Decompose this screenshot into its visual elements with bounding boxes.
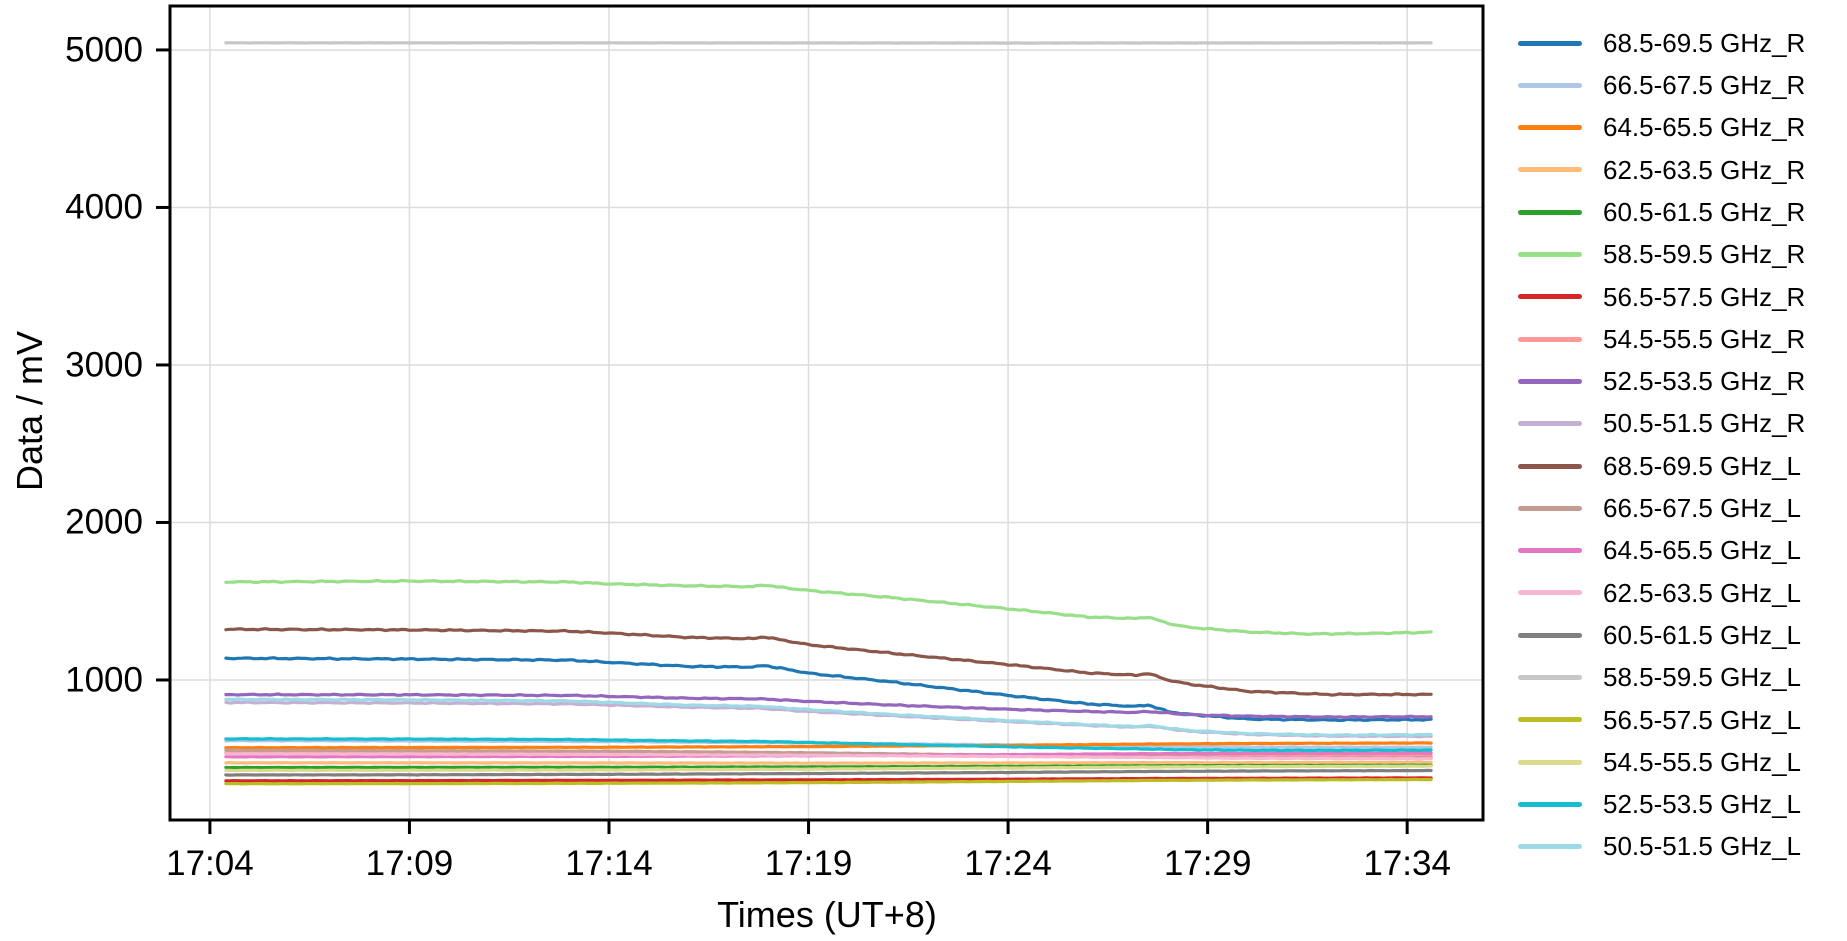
y-tick-label: 3000 <box>65 345 143 385</box>
series-line <box>224 776 1433 783</box>
y-tick-label: 2000 <box>65 502 143 542</box>
x-axis-label: Times (UT+8) <box>717 894 937 935</box>
series-line <box>224 768 1433 777</box>
legend-label: 60.5-61.5 GHz_L <box>1603 619 1802 650</box>
legend-swatch <box>1518 125 1582 131</box>
legend-item: 56.5-57.5 GHz_R <box>1518 279 1805 315</box>
legend-swatch <box>1518 167 1582 173</box>
legend-item: 64.5-65.5 GHz_R <box>1518 110 1805 146</box>
axes-border <box>168 4 1485 822</box>
legend-label: 54.5-55.5 GHz_R <box>1603 323 1806 354</box>
legend-swatch <box>1518 209 1582 215</box>
series-line <box>224 692 1433 720</box>
legend-item: 52.5-53.5 GHz_R <box>1518 363 1805 399</box>
legend-swatch <box>1518 675 1582 680</box>
legend-item: 58.5-59.5 GHz_R <box>1518 237 1805 273</box>
legend-label: 58.5-59.5 GHz_L <box>1603 662 1802 693</box>
legend-swatch <box>1518 505 1582 511</box>
x-tick-label: 17:04 <box>166 844 254 883</box>
legend-swatch <box>1518 632 1582 638</box>
series-line <box>224 697 1433 738</box>
legend-item: 54.5-55.5 GHz_R <box>1518 321 1805 357</box>
legend-swatch <box>1518 252 1582 257</box>
legend-label: 52.5-53.5 GHz_L <box>1603 789 1802 820</box>
legend-label: 50.5-51.5 GHz_L <box>1603 831 1802 862</box>
legend-label: 58.5-59.5 GHz_R <box>1603 239 1806 270</box>
legend-item: 50.5-51.5 GHz_R <box>1518 406 1805 442</box>
legend-swatch <box>1518 801 1582 807</box>
y-tick-label: 4000 <box>65 187 143 227</box>
legend-item: 64.5-65.5 GHz_L <box>1518 533 1801 569</box>
legend-label: 60.5-61.5 GHz_R <box>1603 196 1806 227</box>
y-tick-label: 5000 <box>65 30 143 70</box>
legend-label: 50.5-51.5 GHz_R <box>1603 408 1806 439</box>
series-line <box>224 752 1433 761</box>
legend-swatch <box>1518 40 1582 46</box>
legend-item: 62.5-63.5 GHz_L <box>1518 575 1801 611</box>
legend-swatch <box>1518 717 1582 723</box>
legend-label: 64.5-65.5 GHz_R <box>1603 112 1806 143</box>
legend-item: 60.5-61.5 GHz_R <box>1518 194 1805 230</box>
series-line <box>224 736 1433 753</box>
legend-item: 68.5-69.5 GHz_L <box>1518 448 1801 484</box>
series-line <box>224 777 1433 786</box>
legend-label: 54.5-55.5 GHz_L <box>1603 746 1802 777</box>
legend-label: 62.5-63.5 GHz_L <box>1603 577 1802 608</box>
legend-swatch <box>1518 82 1582 88</box>
legend-item: 66.5-67.5 GHz_R <box>1518 67 1805 103</box>
legend-label: 62.5-63.5 GHz_R <box>1603 154 1806 185</box>
series-line <box>224 627 1433 697</box>
x-tick-label: 17:29 <box>1163 844 1252 883</box>
legend-swatch <box>1518 336 1582 342</box>
x-tick-label: 17:09 <box>365 844 454 883</box>
series-line <box>224 741 1433 750</box>
legend-item: 62.5-63.5 GHz_R <box>1518 152 1805 188</box>
legend-swatch <box>1518 759 1582 765</box>
legend-label: 68.5-69.5 GHz_L <box>1603 450 1802 481</box>
legend-label: 56.5-57.5 GHz_R <box>1603 281 1806 312</box>
x-tick-label: 17:14 <box>565 844 653 883</box>
y-tick-label: 1000 <box>65 660 143 700</box>
legend-swatch <box>1518 463 1582 469</box>
legend-label: 68.5-69.5 GHz_R <box>1603 27 1806 58</box>
x-tick-label: 17:34 <box>1363 844 1451 883</box>
legend-item: 66.5-67.5 GHz_L <box>1518 490 1801 526</box>
legend-label: 66.5-67.5 GHz_L <box>1603 493 1802 523</box>
legend-swatch <box>1518 844 1582 850</box>
legend-label: 52.5-53.5 GHz_R <box>1603 366 1806 397</box>
legend-swatch <box>1518 548 1582 554</box>
legend-item: 68.5-69.5 GHz_R <box>1518 25 1805 61</box>
legend-swatch <box>1518 421 1582 427</box>
x-tick-label: 17:24 <box>964 844 1052 883</box>
x-tick-label: 17:19 <box>764 844 853 883</box>
series-line <box>224 578 1433 637</box>
y-axis-label: Data / mV <box>9 330 50 492</box>
legend-swatch <box>1518 294 1582 300</box>
series-line <box>224 764 1433 773</box>
legend-item: 54.5-55.5 GHz_L <box>1518 744 1801 780</box>
legend-swatch <box>1518 378 1582 384</box>
legend-item: 56.5-57.5 GHz_L <box>1518 702 1801 738</box>
series-line <box>224 656 1433 723</box>
legend-label: 56.5-57.5 GHz_L <box>1603 704 1802 735</box>
legend-swatch <box>1518 590 1582 596</box>
legend-label: 64.5-65.5 GHz_L <box>1603 535 1802 566</box>
legend-item: 58.5-59.5 GHz_L <box>1518 660 1801 696</box>
legend-label: 66.5-67.5 GHz_R <box>1603 70 1806 100</box>
series-line <box>224 760 1433 765</box>
legend-item: 52.5-53.5 GHz_L <box>1518 786 1801 822</box>
legend-item: 60.5-61.5 GHz_L <box>1518 617 1801 653</box>
legend-item: 50.5-51.5 GHz_L <box>1518 829 1801 865</box>
